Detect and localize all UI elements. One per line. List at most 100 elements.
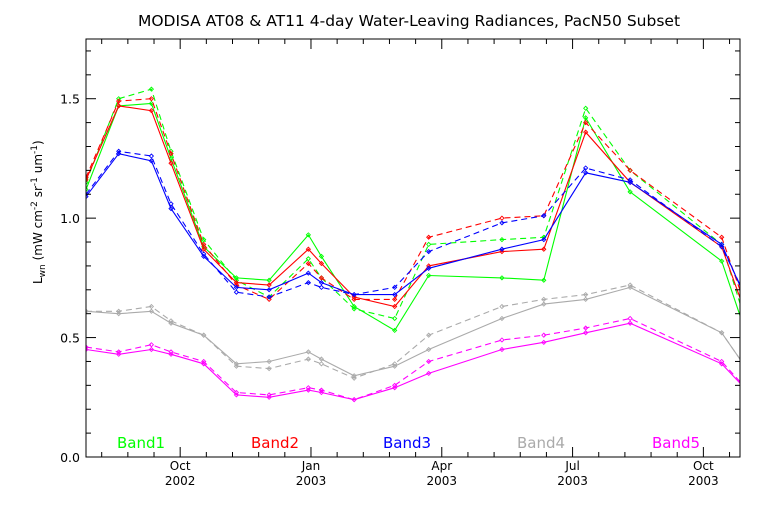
data-point: [541, 339, 547, 345]
data-point: [201, 251, 207, 257]
data-point: [426, 234, 432, 240]
series-band5-at11: [86, 315, 740, 403]
series-line: [86, 150, 740, 298]
x-tick-label: Apr: [431, 459, 452, 473]
data-point: [583, 129, 589, 135]
series-band4-at08: [86, 284, 740, 379]
data-point: [351, 306, 357, 312]
data-point: [318, 356, 325, 362]
data-point: [392, 327, 398, 334]
data-point: [318, 387, 325, 393]
data-point: [392, 382, 398, 388]
legend-entry-band4: Band4: [517, 434, 565, 452]
data-point: [541, 277, 547, 283]
data-point: [541, 296, 547, 302]
data-point: [86, 194, 89, 200]
data-point: [499, 315, 505, 322]
data-point: [233, 289, 240, 295]
data-point: [499, 275, 505, 281]
data-point: [499, 303, 505, 310]
data-point: [201, 237, 207, 243]
data-point: [148, 153, 155, 159]
y-tick-label: 1.5: [60, 92, 80, 107]
data-point: [583, 119, 589, 126]
x-tick-year: 2003: [688, 474, 719, 488]
data-point: [305, 246, 311, 252]
series-line: [86, 88, 740, 320]
data-point: [318, 361, 325, 367]
series-line: [86, 322, 740, 401]
series-band3-at11: [86, 148, 740, 300]
data-point: [499, 337, 505, 343]
data-point: [168, 318, 174, 324]
data-point: [351, 375, 357, 381]
data-point: [305, 279, 311, 286]
data-point: [116, 148, 122, 154]
series-line: [86, 102, 740, 332]
data-point: [627, 189, 633, 195]
data-point: [583, 296, 589, 302]
data-point: [541, 246, 547, 252]
data-point: [426, 241, 432, 248]
data-point: [305, 349, 311, 355]
data-point: [168, 205, 174, 212]
data-point: [305, 256, 311, 262]
y-tick-label: 0.0: [60, 450, 80, 465]
data-point: [583, 115, 589, 121]
data-point: [305, 270, 311, 276]
data-point: [392, 303, 398, 310]
y-tick-label: 1.0: [60, 211, 80, 226]
data-point: [583, 291, 589, 298]
data-point: [627, 177, 633, 183]
data-point: [86, 344, 89, 350]
data-point: [305, 385, 311, 391]
data-point: [318, 279, 325, 286]
data-point: [426, 346, 432, 353]
data-point: [116, 98, 122, 104]
data-point: [392, 284, 398, 291]
data-point: [583, 170, 589, 176]
data-point: [426, 272, 432, 279]
data-point: [86, 186, 89, 193]
series-band2-at11: [86, 96, 740, 302]
data-point: [266, 277, 272, 283]
series-line: [86, 98, 740, 301]
data-point: [201, 332, 207, 338]
data-point: [148, 308, 155, 314]
x-tick-year: 2003: [557, 474, 588, 488]
data-point: [351, 397, 357, 403]
data-point: [233, 363, 240, 369]
data-point: [168, 349, 174, 355]
data-point: [541, 301, 547, 307]
data-point: [305, 260, 311, 267]
x-tick-label: Oct: [693, 459, 714, 473]
legend-entry-band2: Band2: [251, 434, 299, 452]
data-point: [426, 248, 432, 255]
data-point: [168, 155, 174, 162]
series-band2-at08: [86, 103, 740, 310]
series-line: [86, 284, 740, 379]
data-point: [351, 296, 357, 302]
legend: Band1 Band2 Band3 Band4 Band5: [117, 434, 700, 452]
data-point: [392, 291, 398, 298]
series-band3-at08: [86, 151, 740, 298]
data-point: [305, 232, 311, 238]
series-line: [86, 286, 740, 377]
x-tick-label: Jul: [564, 459, 579, 473]
data-point: [201, 246, 207, 252]
legend-entry-band3: Band3: [383, 434, 431, 452]
data-point: [627, 315, 633, 322]
data-point: [116, 308, 122, 314]
chart-title: MODISA AT08 & AT11 4-day Water-Leaving R…: [138, 12, 680, 30]
data-point: [426, 332, 432, 338]
data-point: [426, 265, 432, 271]
data-point: [719, 244, 725, 250]
data-point: [583, 330, 589, 336]
data-point: [266, 358, 272, 365]
series-band4-at11: [86, 282, 740, 381]
data-point: [719, 330, 725, 336]
data-point: [86, 346, 89, 353]
series-line: [86, 317, 740, 401]
series-layer: [86, 86, 740, 403]
